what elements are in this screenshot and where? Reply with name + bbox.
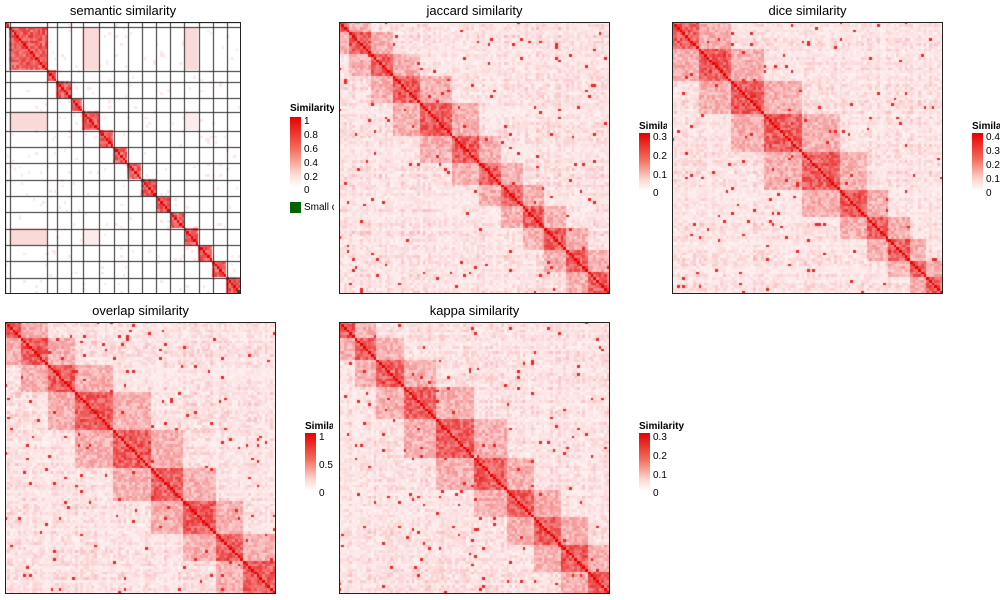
- legend-title: Similarity: [639, 421, 685, 432]
- chart-title: semantic similarity: [69, 3, 177, 18]
- small-clusters-label: Small clusters: [304, 202, 334, 213]
- legend-tick: 0.3: [986, 146, 1000, 157]
- heatmap-cells: [5, 322, 276, 594]
- legend-colorbar: [639, 433, 650, 491]
- legend-tick: 0.2: [653, 151, 667, 162]
- legend-tick: 0.6: [304, 144, 318, 155]
- heatmap-cells: [339, 322, 610, 594]
- legend-title: Similarity: [972, 121, 1000, 132]
- legend-tick: 0: [986, 188, 992, 199]
- legend-tick: 0.4: [304, 158, 318, 169]
- heatmap-cells: [5, 22, 241, 294]
- legend-tick: 0.3: [653, 432, 667, 443]
- legend-tick: 0: [319, 488, 325, 499]
- chart-title: dice similarity: [768, 3, 847, 18]
- legend-colorbar: [639, 133, 650, 191]
- chart-title: kappa similarity: [429, 303, 520, 318]
- legend-tick: 0.1: [653, 470, 667, 481]
- legend: Similarity 0.3 0.2 0.1 0: [639, 421, 699, 501]
- legend-tick: 0.4: [986, 132, 1000, 143]
- legend-tick: 0: [653, 488, 659, 499]
- legend-colorbar: [290, 117, 301, 187]
- legend-title: Similarity: [639, 121, 667, 132]
- small-clusters-swatch: [290, 202, 301, 213]
- legend-tick: 0: [653, 188, 659, 199]
- legend-tick: 0: [304, 185, 310, 196]
- legend-title: Similarity: [305, 421, 333, 432]
- legend: Similarity 0.4 0.3 0.2 0.1 0: [972, 121, 1000, 201]
- legend-colorbar: [305, 433, 316, 491]
- legend-title: Similarity: [290, 103, 334, 114]
- legend-tick: 0.2: [304, 172, 318, 183]
- legend-tick: 1: [319, 432, 325, 443]
- legend-tick: 0.2: [653, 451, 667, 462]
- legend-tick: 0.1: [986, 174, 1000, 185]
- legend: Similarity 1 0.8 0.6 0.4 0.2 0 Small clu…: [290, 103, 334, 223]
- legend-tick: 0.5: [319, 460, 333, 471]
- chart-title: overlap similarity: [92, 303, 189, 318]
- legend-tick: 0.1: [653, 170, 667, 181]
- heatmap-cells: [672, 22, 943, 294]
- legend-tick: 0.8: [304, 130, 318, 141]
- chart-title: jaccard similarity: [426, 3, 523, 18]
- heatmap-cells: [339, 22, 610, 294]
- legend: Similarity 0.3 0.2 0.1 0: [639, 121, 667, 201]
- legend-colorbar: [972, 133, 983, 191]
- legend: Similarity 1 0.5 0: [305, 421, 333, 501]
- legend-tick: 1: [304, 116, 310, 127]
- legend-tick: 0.3: [653, 132, 667, 143]
- legend-tick: 0.2: [986, 160, 1000, 171]
